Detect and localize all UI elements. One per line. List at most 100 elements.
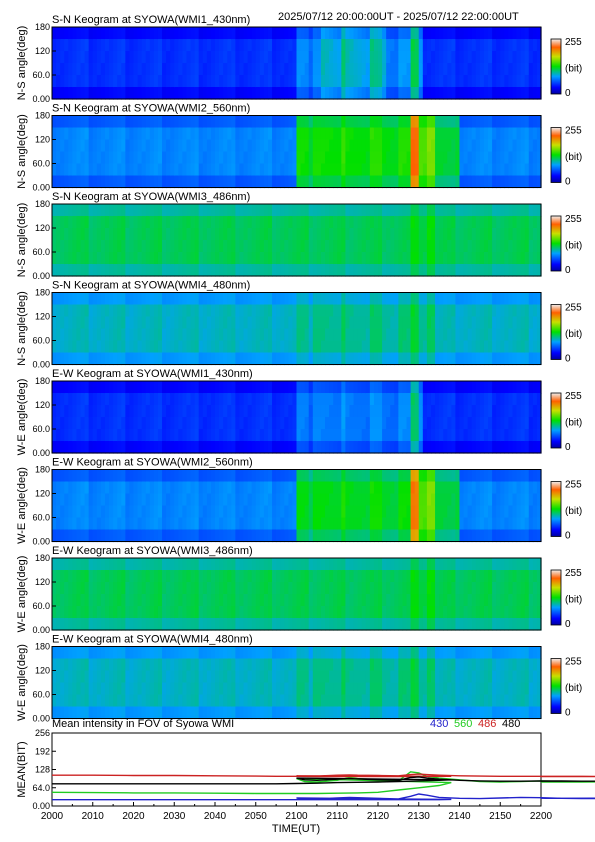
heatmap-cell bbox=[170, 505, 175, 519]
heatmap-cell bbox=[349, 240, 355, 253]
heatmap-cell bbox=[267, 582, 273, 595]
heatmap-cell bbox=[447, 87, 452, 100]
heatmap-cell bbox=[239, 469, 245, 483]
heatmap-cell bbox=[516, 63, 522, 76]
heatmap-cell bbox=[280, 292, 285, 306]
heatmap-cell bbox=[60, 264, 65, 277]
heatmap-cell bbox=[235, 87, 241, 100]
heatmap-cell bbox=[235, 304, 241, 318]
heatmap-cell bbox=[320, 606, 326, 619]
heatmap-cell bbox=[512, 352, 518, 366]
heatmap-cell bbox=[198, 87, 204, 100]
heatmap-cell bbox=[402, 393, 408, 406]
heatmap-cell bbox=[190, 292, 196, 306]
heatmap-cell bbox=[451, 417, 457, 430]
heatmap-cell bbox=[137, 529, 143, 543]
heatmap-cell bbox=[263, 429, 269, 442]
heatmap-cell bbox=[68, 228, 73, 241]
heatmap-cell bbox=[296, 292, 302, 306]
heatmap-cell bbox=[524, 252, 530, 265]
heatmap-cell bbox=[117, 594, 122, 607]
heatmap-cell bbox=[316, 529, 322, 543]
heatmap-cell bbox=[390, 505, 395, 519]
heatmap-cell bbox=[113, 558, 118, 571]
heatmap-cell bbox=[447, 328, 452, 342]
heatmap-cell bbox=[166, 381, 171, 394]
heatmap-cell bbox=[206, 328, 212, 342]
heatmap-cell bbox=[508, 505, 514, 519]
heatmap-cell bbox=[353, 393, 359, 406]
heatmap-cell bbox=[382, 175, 387, 189]
heatmap-cell bbox=[182, 216, 188, 229]
heatmap-cell bbox=[353, 264, 359, 277]
heatmap-cell bbox=[157, 63, 163, 76]
heatmap-cell bbox=[357, 304, 363, 318]
heatmap-cell bbox=[520, 63, 526, 76]
heatmap-cell bbox=[206, 216, 212, 229]
heatmap-cell bbox=[284, 252, 289, 265]
heatmap-cell bbox=[369, 264, 375, 277]
heatmap-cell bbox=[72, 328, 78, 342]
heatmap-cell bbox=[410, 381, 416, 394]
heatmap-cell bbox=[341, 582, 346, 595]
heatmap-cell bbox=[202, 417, 208, 430]
heatmap-cell bbox=[178, 63, 183, 76]
heatmap-cell bbox=[308, 429, 314, 442]
heatmap-cell bbox=[231, 304, 236, 318]
heatmap-cell bbox=[308, 115, 314, 129]
heatmap-cell bbox=[378, 27, 383, 40]
heatmap-cell bbox=[341, 393, 346, 406]
heatmap-cell bbox=[125, 139, 131, 153]
heatmap-cell bbox=[378, 240, 383, 253]
heatmap-cell bbox=[447, 441, 452, 454]
heatmap-cell bbox=[300, 582, 306, 595]
heatmap-cell bbox=[394, 139, 399, 153]
heatmap-cell bbox=[52, 316, 57, 330]
heatmap-cell bbox=[113, 27, 118, 40]
heatmap-cell bbox=[378, 505, 383, 519]
heatmap-cell bbox=[369, 429, 375, 442]
heatmap-cell bbox=[145, 393, 151, 406]
heatmap-cell bbox=[96, 87, 102, 100]
heatmap-cell bbox=[312, 115, 318, 129]
heatmap-cells bbox=[52, 292, 542, 366]
heatmap-cell bbox=[455, 228, 461, 241]
heatmap-cell bbox=[418, 429, 424, 442]
heatmap-cell bbox=[500, 505, 505, 519]
heatmap-cell bbox=[361, 151, 367, 165]
heatmap-cell bbox=[353, 240, 359, 253]
heatmap-cell bbox=[56, 51, 61, 64]
heatmap-cell bbox=[483, 228, 489, 241]
heatmap-cell bbox=[178, 441, 183, 454]
heatmap-cell bbox=[96, 316, 102, 330]
heatmap-cell bbox=[255, 352, 261, 366]
heatmap-cell bbox=[479, 27, 485, 40]
heatmap-cell bbox=[284, 340, 289, 354]
heatmap-cell bbox=[471, 405, 477, 418]
heatmap-cell bbox=[312, 405, 318, 418]
heatmap-cell bbox=[223, 264, 228, 277]
heatmap-cell bbox=[312, 340, 318, 354]
heatmap-cell bbox=[178, 340, 183, 354]
heatmap-cell bbox=[475, 75, 481, 88]
heatmap-cell bbox=[296, 264, 302, 277]
heatmap-cell bbox=[84, 240, 90, 253]
heatmap-cell bbox=[198, 352, 204, 366]
heatmap-cell bbox=[263, 529, 269, 543]
heatmap-cell bbox=[104, 381, 110, 394]
heatmap-cell bbox=[141, 175, 147, 189]
heatmap-cell bbox=[430, 316, 436, 330]
y-tick-label: 60.0 bbox=[32, 70, 50, 80]
heatmap-cell bbox=[60, 381, 65, 394]
heatmap-cell bbox=[378, 127, 383, 141]
heatmap-cell bbox=[153, 505, 159, 519]
heatmap-cell bbox=[52, 393, 57, 406]
heatmap-cell bbox=[422, 204, 428, 217]
heatmap-cell bbox=[96, 381, 102, 394]
heatmap-cell bbox=[149, 481, 155, 495]
heatmap-cell bbox=[227, 151, 232, 165]
heatmap-cell bbox=[125, 594, 131, 607]
heatmap-cell bbox=[272, 381, 277, 394]
heatmap-cell bbox=[341, 352, 346, 366]
heatmap-cell bbox=[341, 252, 346, 265]
